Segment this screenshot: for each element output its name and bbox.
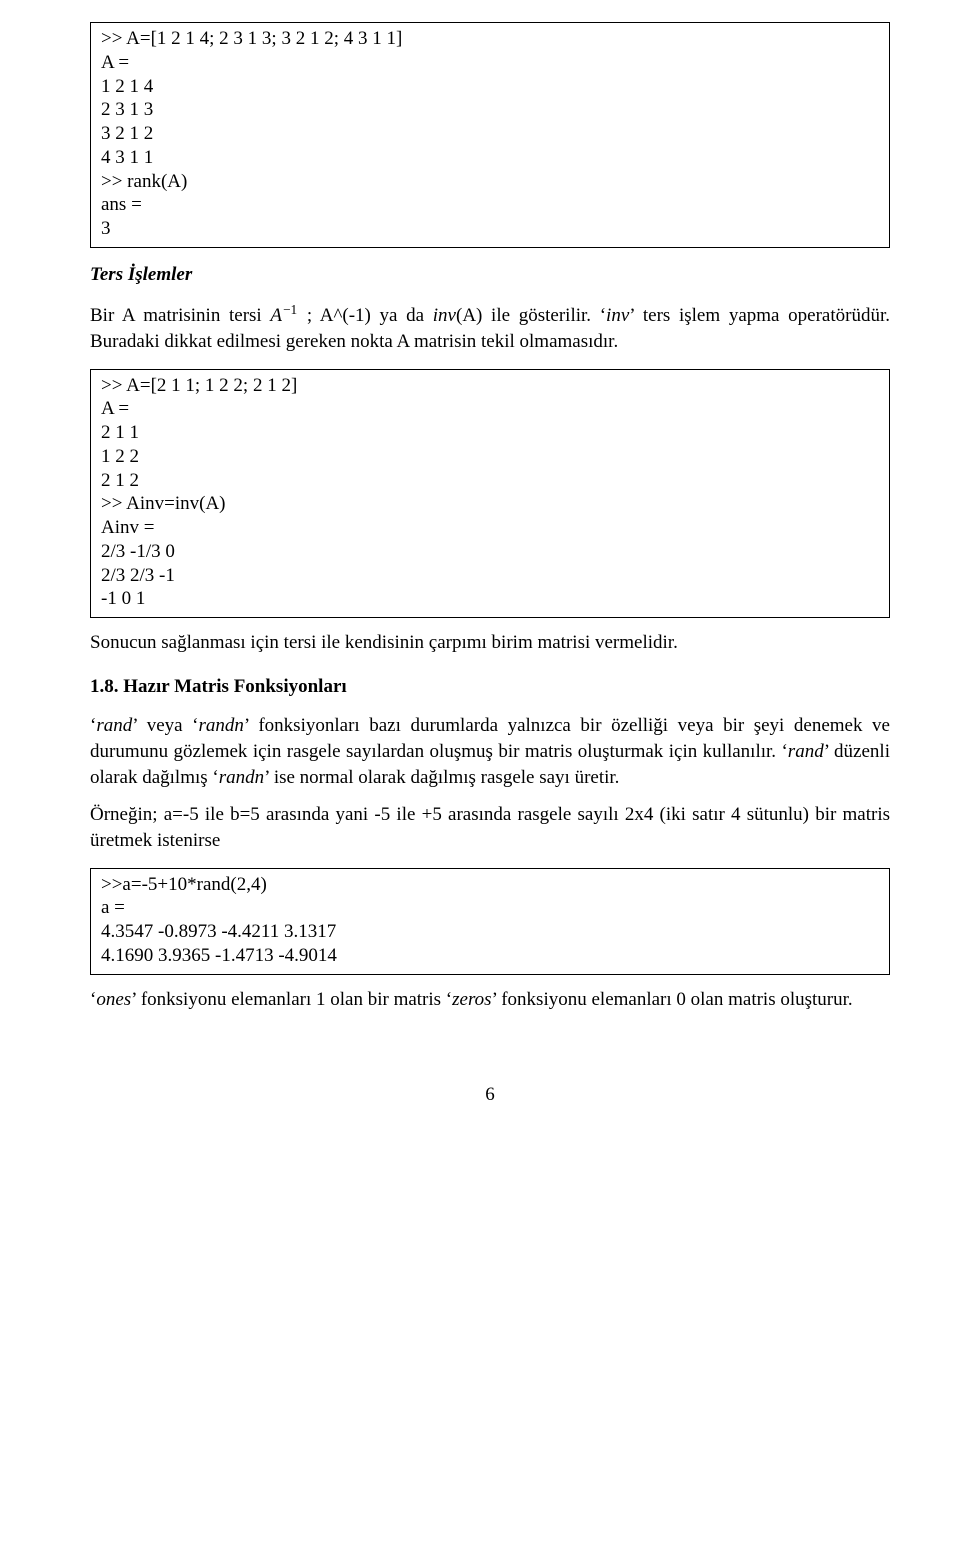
- text: ’ fonksiyonu elemanları 1 olan bir matri…: [131, 989, 452, 1010]
- text: ’ fonksiyonu elemanları 0 olan matris ol…: [492, 989, 853, 1010]
- code-line: 1 2 1 4: [101, 75, 879, 99]
- paragraph-rand-intro: ‘rand’ veya ‘randn’ fonksiyonları bazı d…: [90, 713, 890, 790]
- text: ; A^(-1) ya da: [298, 305, 433, 326]
- code-line: 4.1690 3.9365 -1.4713 -4.9014: [101, 944, 879, 968]
- code-line: >> Ainv=inv(A): [101, 492, 879, 516]
- text: ’ ise normal olarak dağılmış rasgele say…: [264, 767, 619, 788]
- code-line: -1 0 1: [101, 587, 879, 611]
- section-heading-hazir-matris: 1.8. Hazır Matris Fonksiyonları: [90, 674, 890, 700]
- code-line: 2 3 1 3: [101, 98, 879, 122]
- var-A: A: [270, 305, 282, 326]
- fn-randn: randn: [219, 767, 264, 788]
- code-box-2: >> A=[2 1 1; 1 2 2; 2 1 2] A = 2 1 1 1 2…: [90, 369, 890, 619]
- page-number: 6: [90, 1082, 890, 1108]
- text: ’ veya ‘: [132, 715, 198, 736]
- paragraph-ones-zeros: ‘ones’ fonksiyonu elemanları 1 olan bir …: [90, 987, 890, 1013]
- fn-zeros: zeros: [452, 989, 491, 1010]
- code-box-1: >> A=[1 2 1 4; 2 3 1 3; 3 2 1 2; 4 3 1 1…: [90, 22, 890, 248]
- code-box-3: >>a=-5+10*rand(2,4) a = 4.3547 -0.8973 -…: [90, 868, 890, 975]
- code-line: >> rank(A): [101, 170, 879, 194]
- paragraph-ornek: Örneğin; a=-5 ile b=5 arasında yani -5 i…: [90, 802, 890, 853]
- fn-inv: inv: [433, 305, 456, 326]
- code-line: 2/3 -1/3 0: [101, 540, 879, 564]
- fn-rand: rand: [788, 741, 824, 762]
- paragraph-sonuc: Sonucun sağlanması için tersi ile kendis…: [90, 630, 890, 656]
- fn-inv: inv: [606, 305, 629, 326]
- section-heading-ters-islemler: Ters İşlemler: [90, 262, 890, 288]
- code-line: Ainv =: [101, 516, 879, 540]
- code-line: 3 2 1 2: [101, 122, 879, 146]
- code-line: >>a=-5+10*rand(2,4): [101, 873, 879, 897]
- code-line: 2 1 2: [101, 469, 879, 493]
- code-line: ans =: [101, 193, 879, 217]
- fn-ones: ones: [96, 989, 131, 1010]
- code-line: 2 1 1: [101, 421, 879, 445]
- code-line: A =: [101, 51, 879, 75]
- code-line: 4.3547 -0.8973 -4.4211 3.1317: [101, 920, 879, 944]
- code-line: >> A=[1 2 1 4; 2 3 1 3; 3 2 1 2; 4 3 1 1…: [101, 27, 879, 51]
- text: Bir A matrisinin tersi: [90, 305, 270, 326]
- document-page: >> A=[1 2 1 4; 2 3 1 3; 3 2 1 2; 4 3 1 1…: [0, 0, 960, 1545]
- code-line: 1 2 2: [101, 445, 879, 469]
- fn-rand: rand: [96, 715, 132, 736]
- code-line: a =: [101, 896, 879, 920]
- code-line: 4 3 1 1: [101, 146, 879, 170]
- code-line: 2/3 2/3 -1: [101, 564, 879, 588]
- code-line: A =: [101, 397, 879, 421]
- fn-randn: randn: [198, 715, 243, 736]
- code-line: >> A=[2 1 1; 1 2 2; 2 1 2]: [101, 374, 879, 398]
- paragraph-inverse-intro: Bir A matrisinin tersi A−1 ; A^(-1) ya d…: [90, 303, 890, 354]
- code-line: 3: [101, 217, 879, 241]
- text: (A) ile gösterilir. ‘: [456, 305, 606, 326]
